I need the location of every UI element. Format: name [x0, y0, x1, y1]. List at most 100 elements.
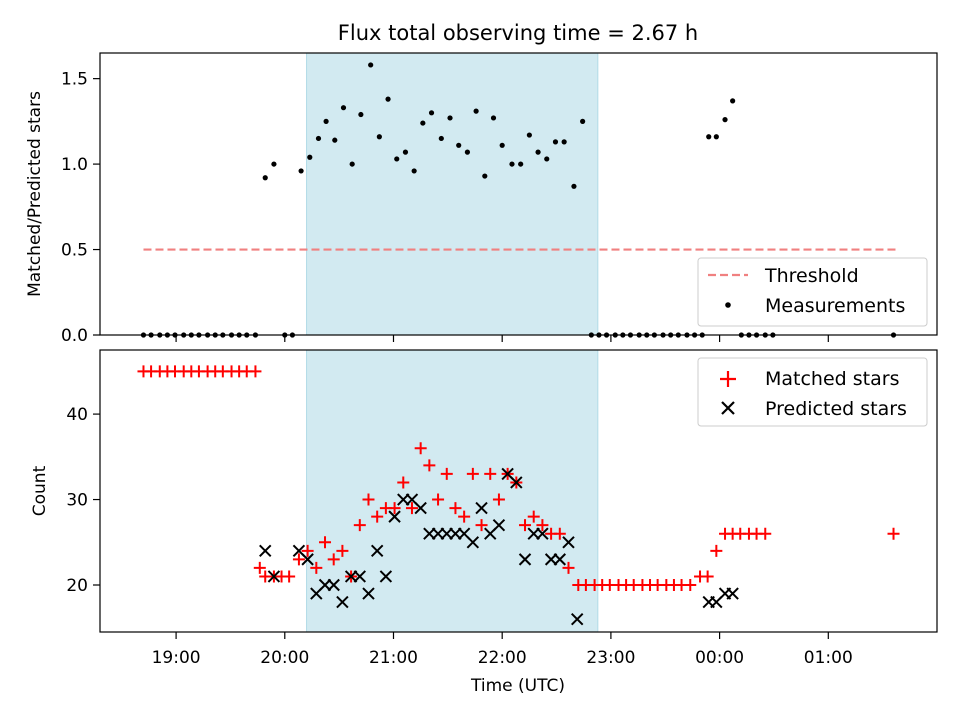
matched-star-point [684, 579, 697, 591]
matched-star-point [336, 544, 349, 557]
legend-matched-label: Matched stars [765, 368, 899, 390]
predicted-star-point [492, 518, 506, 532]
top-title: Flux total observing time = 2.67 h [338, 21, 698, 45]
measurement-point [323, 118, 329, 124]
predicted-star-point [362, 587, 375, 600]
predicted-star-point [259, 544, 272, 558]
matched-star-point [414, 442, 427, 455]
predicted-star-point [379, 570, 393, 583]
measurement-point [482, 173, 488, 179]
bottom-x-tick-label: 20:00 [260, 648, 309, 668]
top-panel: Flux total observing time = 2.67 h 0.00.… [25, 21, 938, 346]
bottom-x-tick-label: 19:00 [152, 648, 201, 668]
measurement-point [535, 149, 541, 155]
bottom-x-tick-label: 23:00 [586, 648, 635, 668]
predicted-star-point [475, 501, 488, 515]
bottom-x-tick-label: 22:00 [478, 648, 527, 668]
bottom-plot-area [137, 365, 900, 626]
measurement-point [580, 118, 586, 124]
bottom-x-tick-label: 01:00 [804, 648, 853, 668]
measurement-point [561, 139, 567, 145]
predicted-star-point [553, 553, 567, 566]
bottom-observing-span [306, 349, 599, 633]
legend-measurements-swatch [725, 302, 731, 308]
matched-star-point [527, 510, 540, 523]
predicted-star-point [726, 587, 739, 600]
measurement-point [262, 175, 268, 181]
matched-star-point [353, 519, 366, 532]
measurement-point [271, 161, 277, 167]
matched-star-point [475, 519, 488, 532]
matched-star-point [701, 570, 714, 583]
measurement-point [394, 156, 400, 162]
measurement-point [315, 135, 322, 142]
bottom-y-tick-label: 30 [66, 491, 88, 511]
measurement-point [349, 161, 355, 167]
measurement-point [298, 168, 304, 174]
measurement-point [552, 139, 559, 145]
matched-star-point [301, 544, 314, 557]
bottom-y-tick-label: 40 [66, 405, 88, 425]
predicted-star-point [562, 536, 575, 549]
bottom-axis-ticks: 20 30 40 19:00 20:00 21:00 22:00 23:00 00:00 01:0… [66, 405, 852, 668]
top-observing-span [306, 52, 599, 336]
predicted-star-point [536, 527, 549, 540]
predicted-star-point [570, 612, 584, 626]
measurement-point [509, 161, 515, 167]
top-y-axis-label: Matched/Predicted stars [25, 91, 45, 297]
measurement-point [473, 108, 479, 114]
matched-star-point [484, 467, 497, 480]
measurement-point [730, 98, 736, 104]
matched-star-point [388, 502, 401, 515]
matched-star-point [432, 493, 445, 506]
measurement-point [722, 117, 728, 123]
matched-star-point [283, 570, 296, 583]
measurement-point [518, 161, 524, 167]
matched-star-point [492, 493, 505, 506]
measurement-point [571, 183, 577, 189]
measurement-point [438, 135, 444, 142]
measurement-point [340, 105, 347, 111]
measurement-point [358, 111, 364, 118]
measurement-point [447, 115, 453, 121]
predicted-star-point [353, 570, 367, 583]
measurement-point [456, 142, 462, 148]
matched-star-point [319, 536, 332, 549]
bottom-x-axis-label: Time (UTC) [470, 676, 565, 696]
measurement-point [706, 134, 712, 140]
legend-measurements-label: Measurements [765, 295, 905, 317]
matched-star-point [553, 527, 566, 540]
bottom-shaded-span [306, 349, 599, 633]
measurement-point [428, 110, 435, 116]
matched-star-point [759, 527, 772, 540]
top-legend-box [697, 257, 928, 327]
predicted-star-point [327, 578, 340, 592]
top-y-tick-label: 1.5 [61, 70, 88, 90]
predicted-star-point [388, 510, 401, 523]
matched-star-point [292, 553, 305, 566]
matched-star-point [310, 561, 323, 574]
predicted-star-point [518, 553, 532, 566]
bottom-y-tick-label: 20 [66, 576, 88, 596]
top-y-tick-label: 0.5 [61, 241, 88, 261]
matched-star-point [405, 502, 418, 515]
matched-star-point [440, 467, 453, 480]
matched-star-point [423, 459, 436, 472]
predicted-star-point [510, 476, 523, 489]
top-axis-ticks: 0.0 0.5 1.0 1.5 [61, 70, 829, 346]
measurement-point [376, 134, 382, 140]
top-y-tick-label: 1.0 [61, 155, 88, 175]
legend-threshold-label: Threshold [764, 265, 859, 287]
legend-predicted-label: Predicted stars [765, 398, 907, 420]
matched-star-point [327, 553, 340, 566]
measurement-point [307, 154, 313, 160]
matched-star-point [710, 544, 723, 557]
measurement-point [402, 149, 409, 155]
matched-star-point [562, 561, 575, 574]
top-plot-area [140, 62, 899, 338]
matched-star-point [519, 519, 532, 532]
bottom-legend-box [697, 357, 928, 427]
bottom-x-tick-label: 21:00 [369, 648, 418, 668]
measurement-point [420, 120, 426, 126]
measurement-point [713, 134, 719, 140]
